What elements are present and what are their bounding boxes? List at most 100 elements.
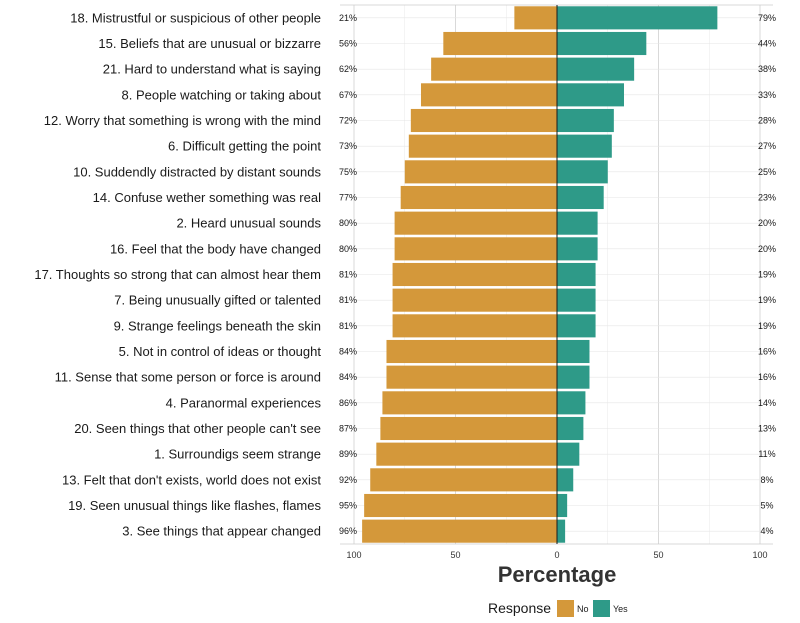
value-label-no: 89% bbox=[339, 449, 357, 459]
value-label-yes: 19% bbox=[758, 270, 776, 280]
bar-yes bbox=[557, 339, 590, 364]
value-label-no: 56% bbox=[339, 39, 357, 49]
bar-no bbox=[392, 314, 557, 338]
bar-yes bbox=[557, 211, 598, 235]
bar-no bbox=[404, 160, 557, 184]
bar-no bbox=[410, 108, 557, 133]
bar-no bbox=[386, 365, 557, 389]
legend-swatch-no bbox=[557, 600, 574, 617]
value-label-yes: 23% bbox=[758, 193, 776, 203]
value-label-yes: 8% bbox=[760, 475, 773, 485]
category-label: 1. Surroundigs seem strange bbox=[154, 447, 321, 462]
bars bbox=[362, 5, 718, 544]
bar-no bbox=[382, 391, 557, 415]
value-label-no: 81% bbox=[339, 295, 357, 305]
value-label-no: 80% bbox=[339, 244, 357, 254]
bar-yes bbox=[557, 6, 718, 30]
bar-yes bbox=[557, 365, 590, 389]
x-tick-label: 100 bbox=[346, 550, 361, 560]
value-label-yes: 4% bbox=[760, 526, 773, 536]
x-axis-title: Percentage bbox=[498, 562, 617, 587]
value-label-no: 21% bbox=[339, 13, 357, 23]
bar-yes bbox=[557, 519, 566, 543]
category-label: 15. Beliefs that are unusual or bizzarre bbox=[98, 36, 321, 51]
value-label-no: 67% bbox=[339, 90, 357, 100]
bar-yes bbox=[557, 262, 596, 287]
legend-label-no: No bbox=[577, 604, 589, 614]
bar-no bbox=[443, 31, 557, 56]
x-tick-label: 50 bbox=[653, 550, 663, 560]
bar-yes bbox=[557, 442, 580, 466]
bar-yes bbox=[557, 237, 598, 261]
category-label: 3. See things that appear changed bbox=[122, 524, 321, 539]
bar-yes bbox=[557, 416, 584, 441]
bar-yes bbox=[557, 134, 612, 158]
bar-no bbox=[380, 416, 557, 441]
bar-no bbox=[376, 442, 557, 466]
category-label: 13. Felt that don't exists, world does n… bbox=[62, 472, 321, 487]
value-label-yes: 25% bbox=[758, 167, 776, 177]
category-label: 20. Seen things that other people can't … bbox=[74, 421, 321, 436]
bar-yes bbox=[557, 314, 596, 338]
value-label-yes: 5% bbox=[760, 501, 773, 511]
category-label: 19. Seen unusual things like flashes, fl… bbox=[68, 498, 321, 513]
category-label: 16. Feel that the body have changed bbox=[110, 241, 321, 256]
bar-no bbox=[431, 57, 557, 81]
bar-no bbox=[392, 288, 557, 312]
x-tick-label: 50 bbox=[450, 550, 460, 560]
x-axis-ticks: 100 50 0 50 100 bbox=[346, 550, 767, 560]
category-label: 17. Thoughts so strong that can almost h… bbox=[34, 267, 321, 282]
bar-no bbox=[400, 185, 557, 210]
value-label-yes: 19% bbox=[758, 295, 776, 305]
bar-no bbox=[394, 237, 557, 261]
bar-yes bbox=[557, 493, 568, 518]
value-label-no: 72% bbox=[339, 116, 357, 126]
value-label-yes: 16% bbox=[758, 347, 776, 357]
value-label-yes: 27% bbox=[758, 141, 776, 151]
value-label-yes: 11% bbox=[758, 449, 775, 459]
legend-title: Response bbox=[488, 600, 551, 616]
bar-yes bbox=[557, 108, 614, 133]
bar-no bbox=[394, 211, 557, 235]
value-label-no: 81% bbox=[339, 321, 357, 331]
bar-no bbox=[420, 83, 557, 107]
category-label: 12. Worry that something is wrong with t… bbox=[44, 113, 321, 128]
value-label-yes: 79% bbox=[758, 13, 776, 23]
value-label-yes: 16% bbox=[758, 372, 776, 382]
legend-swatch-yes bbox=[593, 600, 610, 617]
bar-yes bbox=[557, 31, 647, 56]
category-label: 21. Hard to understand what is saying bbox=[103, 62, 321, 77]
value-label-no: 84% bbox=[339, 372, 357, 382]
value-label-no: 73% bbox=[339, 141, 357, 151]
category-label: 14. Confuse wether something was real bbox=[93, 190, 321, 205]
bar-yes bbox=[557, 288, 596, 312]
value-labels: 21% 79% 56% 44% 62% 38% 67% 33% 72% 28% 73% 27% 75% 2… bbox=[339, 13, 776, 536]
category-label: 8. People watching or taking about bbox=[122, 87, 322, 102]
category-label: 6. Difficult getting the point bbox=[168, 139, 321, 154]
category-label: 11. Sense that some person or force is a… bbox=[55, 370, 321, 385]
category-labels: 18. Mistrustful or suspicious of other p… bbox=[34, 10, 321, 538]
bar-yes bbox=[557, 468, 574, 492]
value-label-yes: 28% bbox=[758, 116, 776, 126]
x-tick-label: 100 bbox=[752, 550, 767, 560]
value-label-yes: 20% bbox=[758, 244, 776, 254]
category-label: 10. Suddendly distracted by distant soun… bbox=[73, 164, 321, 179]
value-label-no: 84% bbox=[339, 347, 357, 357]
value-label-yes: 14% bbox=[758, 398, 776, 408]
value-label-no: 77% bbox=[339, 193, 357, 203]
bar-no bbox=[364, 493, 557, 518]
value-label-yes: 44% bbox=[758, 39, 776, 49]
bar-no bbox=[386, 339, 557, 364]
category-label: 9. Strange feelings beneath the skin bbox=[114, 318, 321, 333]
x-tick-label: 0 bbox=[554, 550, 559, 560]
category-label: 7. Being unusually gifted or talented bbox=[114, 293, 321, 308]
bar-yes bbox=[557, 391, 586, 415]
bar-yes bbox=[557, 185, 604, 210]
bar-no bbox=[514, 6, 557, 30]
bar-no bbox=[408, 134, 557, 158]
category-label: 18. Mistrustful or suspicious of other p… bbox=[70, 10, 321, 25]
value-label-yes: 33% bbox=[758, 90, 776, 100]
bar-yes bbox=[557, 83, 624, 107]
value-label-no: 86% bbox=[339, 398, 357, 408]
